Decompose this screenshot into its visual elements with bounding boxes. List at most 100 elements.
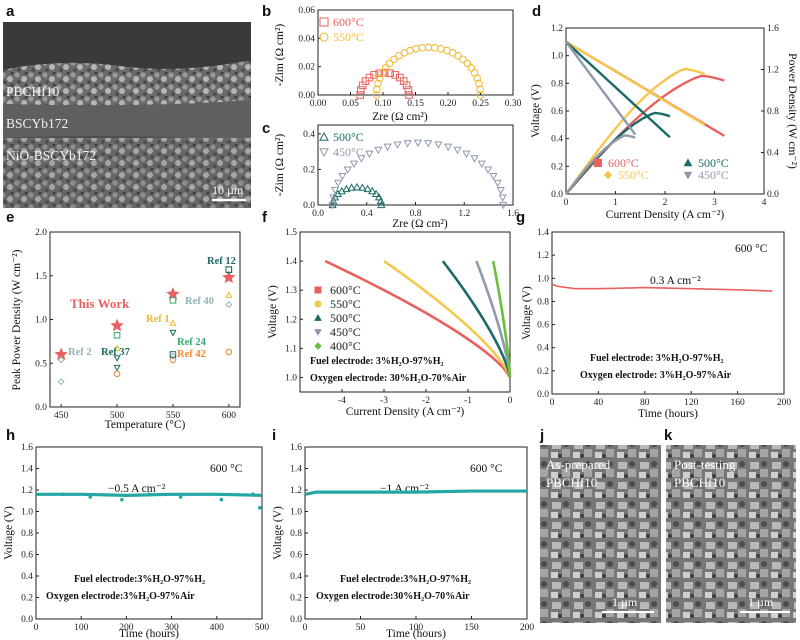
xtick-label-g: 120	[684, 398, 699, 408]
y2tick-label-d: 1.6	[767, 24, 779, 34]
ytick-label-h: 1.4	[21, 465, 33, 475]
fuel-electrode-g: Fuel electrode: 3%H₂O-97%H₂	[590, 353, 724, 364]
marker-c-450°C	[453, 146, 462, 155]
stability-outlier-h	[219, 497, 224, 502]
y2tick-label-d: 0.8	[767, 107, 779, 117]
panel-label-a: a	[6, 3, 15, 20]
ytick-label-b: 0.00	[298, 91, 315, 101]
marker-c-450°C	[499, 201, 508, 210]
xtick-label-e: 450	[54, 411, 69, 421]
ref-label-Ref 12: Ref 12	[207, 256, 236, 267]
legend-marker-d	[603, 170, 613, 180]
marker-c-450°C	[330, 186, 340, 195]
ref-point-Ref 37	[169, 329, 177, 337]
xtick-label-i: 200	[520, 623, 535, 633]
legend-label-c: 500°C	[333, 130, 364, 144]
marker-c-450°C	[349, 160, 359, 169]
iv-curve-600°C	[324, 259, 512, 379]
voltage-curve-450°C	[565, 41, 637, 136]
ref-label-Ref 2: Ref 2	[68, 347, 92, 358]
chart-c: -Zim (Ω cm²) Zre (Ω cm²) 0.0 0.4 0.8 1.2 1.6…	[274, 124, 519, 230]
ylabel-h: Voltage (V)	[3, 506, 15, 560]
panel-j-sem: As-prepared PBCHf10 1 µm	[540, 445, 661, 623]
legend-marker-c	[319, 131, 329, 141]
oxygen-electrode-i: Oxygen electrode:30%H₂O-70%Air	[316, 591, 470, 602]
ytick-label-g: 0.4	[537, 344, 549, 354]
panel-label-c: c	[262, 120, 270, 137]
ytick-label-i: 0.8	[290, 529, 302, 539]
oxygen-electrode-h: Oxygen electrode:3%H₂O-97%Air	[46, 591, 195, 602]
ref-point-Ref 12	[169, 351, 177, 358]
ytick-label-h: 1.2	[21, 486, 33, 496]
voltage-curve-500°C	[565, 40, 671, 139]
ytick-label-g: 0.0	[537, 390, 549, 400]
ytick-label-d: 0.6	[551, 107, 563, 117]
marker-b-600°C	[375, 69, 384, 78]
ytick-label-i: 1.6	[290, 443, 302, 453]
ref-point-Ref 37	[113, 364, 121, 372]
ref-point-Ref 1	[113, 344, 121, 352]
layer-label-3: NiO-BSCYb172	[6, 148, 96, 163]
panel-label-g: g	[516, 209, 525, 226]
marker-b-550°C	[476, 85, 484, 94]
ref-point-Ref 42	[225, 348, 233, 356]
marker-b-550°C	[374, 79, 382, 88]
fuel-electrode-f: Fuel electrode: 3%H₂O-97%H₂	[310, 356, 444, 367]
ytick-label-f: 1.4	[285, 257, 297, 267]
ytick-label-e: 1.5	[35, 272, 47, 282]
this-work-point	[110, 318, 124, 332]
legend-label-b: 550°C	[333, 30, 364, 44]
marker-c-500°C	[352, 182, 362, 191]
panel-label-e: e	[6, 209, 14, 226]
legend-label-d: 500°C	[698, 156, 729, 170]
temp-i: 600 °C	[470, 463, 503, 475]
xtick-label-c: 1.6	[507, 209, 519, 219]
ytick-label-i: 1.0	[290, 508, 302, 518]
ref-label-Ref 1: Ref 1	[146, 314, 170, 325]
ylabel-g: Voltage (V)	[521, 286, 533, 340]
marker-c-500°C	[363, 184, 372, 193]
panel-label-k: k	[664, 427, 673, 444]
current-g: 0.3 A cm⁻²	[650, 275, 701, 287]
marker-c-450°C	[328, 201, 337, 210]
panel-k-sem: Post-testing PBCHf10 1 µm	[666, 445, 796, 623]
marker-b-600°C	[357, 86, 365, 94]
xtick-label-b: 0.10	[375, 99, 392, 109]
panel-a-sem: PBCHf10 BSCYb172 NiO-BSCYb172 10 µm	[3, 22, 251, 208]
stability-outlier-h	[147, 492, 151, 497]
xtick-label-b: 0.05	[342, 99, 359, 109]
xtick-label-h: 0	[34, 623, 39, 633]
xtick-label-c: 0.4	[361, 209, 373, 219]
legend-marker-d	[594, 159, 602, 167]
iv-curve-450°C	[475, 260, 512, 378]
this-work-point	[54, 347, 68, 361]
xtick-label-g: 80	[640, 398, 650, 408]
ref-label-Ref 37: Ref 37	[101, 347, 130, 358]
this-work-label: This Work	[70, 296, 130, 311]
xlabel-i: Time (hours)	[386, 628, 446, 640]
scale-text-k: 1 µm	[748, 595, 774, 609]
ytick-label-h: 0.8	[21, 529, 33, 539]
ytick-label-f: 1.1	[285, 344, 297, 354]
ytick-label-i: 1.2	[290, 486, 302, 496]
ytick-label-f: 1.2	[285, 315, 297, 325]
marker-c-450°C	[413, 139, 423, 148]
xtick-label-c: 1.2	[458, 209, 470, 219]
ylabel-f: Voltage (V)	[267, 285, 279, 339]
xtick-label-d: 0	[564, 198, 569, 208]
ytick-label-c: 0.4	[303, 130, 315, 140]
xtick-label-b: 0.00	[310, 99, 327, 109]
xtick-label-e: 550	[166, 411, 181, 421]
marker-c-450°C	[470, 155, 479, 163]
marker-b-550°C	[473, 74, 481, 82]
marker-b-550°C	[454, 52, 462, 60]
ytick-label-d: 0.4	[551, 135, 563, 145]
marker-b-550°C	[412, 44, 420, 53]
xlabel-d: Current Density (A cm⁻²)	[606, 209, 725, 221]
marker-c-450°C	[365, 150, 374, 159]
marker-b-600°C	[370, 71, 378, 79]
caption-k-1: Post-testing	[674, 457, 736, 472]
legend-label-f: 550°C	[330, 297, 361, 311]
marker-b-550°C	[424, 43, 433, 52]
